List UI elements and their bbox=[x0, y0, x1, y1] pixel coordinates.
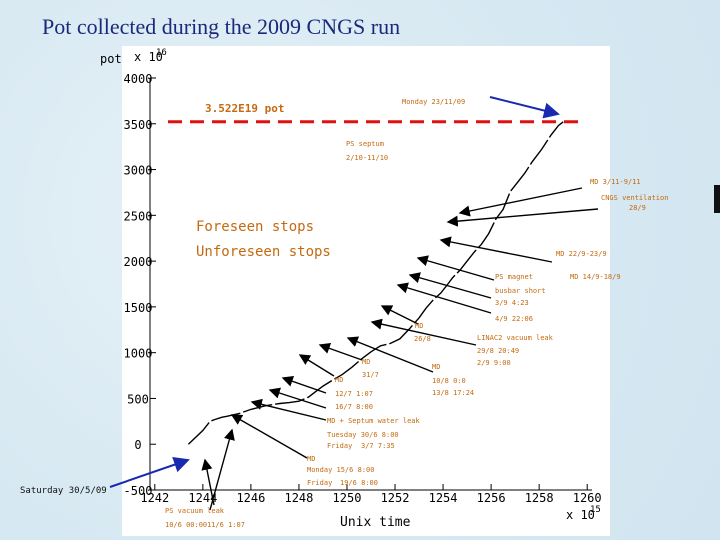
annotation-label: MD bbox=[362, 358, 370, 366]
legend-foreseen: Foreseen stops bbox=[196, 219, 314, 235]
y-exponent: 16 bbox=[156, 48, 167, 58]
x-tick-label: 1260 bbox=[573, 491, 602, 505]
annotation-label: MD 22/9-23/9 bbox=[556, 250, 607, 258]
annotation-label: 3/9 4:23 bbox=[495, 299, 529, 307]
x-tick-label: 1256 bbox=[477, 491, 506, 505]
annotation-label: MD bbox=[415, 322, 423, 330]
x-tick-label: 1242 bbox=[140, 491, 169, 505]
annotation-label: 3/7 7:35 bbox=[361, 442, 395, 450]
annotation-arrow bbox=[439, 236, 553, 263]
annotation-label: Monday 15/6 8:00 bbox=[307, 466, 374, 474]
x-exponent: 15 bbox=[590, 505, 601, 515]
annotation-arrow bbox=[281, 375, 327, 394]
x-tick-label: 1246 bbox=[236, 491, 265, 505]
annotation-label: 4/9 22:06 bbox=[495, 315, 533, 323]
annotation-label: MD bbox=[335, 376, 343, 384]
annotation-label: PS septum bbox=[346, 140, 384, 148]
annotation-arrow bbox=[380, 305, 419, 325]
annotation-arrow bbox=[209, 428, 235, 511]
annotation-label: PS magnet bbox=[495, 273, 533, 281]
annotation-arrow bbox=[416, 255, 495, 281]
legend-unforeseen: Unforeseen stops bbox=[196, 244, 331, 260]
target-arrow bbox=[489, 96, 560, 119]
annotation-label: 26/8 bbox=[414, 335, 431, 343]
edge-strip bbox=[714, 185, 720, 213]
annotation-label: MD bbox=[307, 455, 315, 463]
annotation-label: 10/8 0:0 bbox=[432, 377, 466, 385]
annotation-label: 2/10-11/10 bbox=[346, 154, 388, 162]
y-tick-label: 3500 bbox=[124, 118, 153, 132]
annotation-arrow bbox=[458, 187, 583, 217]
annotation-label: 2/9 9:00 bbox=[477, 359, 511, 367]
annotation-arrow bbox=[230, 414, 308, 459]
annotation-arrow bbox=[396, 282, 492, 314]
annotation-label: Monday 23/11/09 bbox=[402, 98, 465, 106]
x-tick-label: 1250 bbox=[333, 491, 362, 505]
annotation-arrow bbox=[346, 336, 434, 373]
annotation-label: Friday bbox=[327, 442, 352, 450]
plot-background bbox=[122, 46, 610, 536]
annotation-label: 13/8 17:24 bbox=[432, 389, 474, 397]
x-multiplier: x 10 bbox=[566, 508, 595, 522]
annotation-label: PS vacuum leak bbox=[165, 507, 225, 515]
annotation-label: Tuesday 30/6 8:00 bbox=[327, 431, 399, 439]
annotation-label: Friday bbox=[307, 479, 332, 487]
annotation-label: CNGS ventilation bbox=[601, 194, 668, 202]
y-tick-label: 3000 bbox=[124, 164, 153, 178]
y-tick-label: 1000 bbox=[124, 347, 153, 361]
y-tick-label: 2000 bbox=[124, 255, 153, 269]
y-tick-label: 0 bbox=[134, 438, 141, 452]
annotation-label: LINAC2 vacuum leak bbox=[477, 334, 554, 342]
target-label: 3.522E19 pot bbox=[205, 102, 284, 115]
annotation-arrow bbox=[318, 343, 363, 361]
annotation-label: MD + Septum water leak bbox=[327, 417, 421, 425]
y-tick-label: -500 bbox=[124, 484, 153, 498]
annotation-label: 16/7 8:00 bbox=[335, 403, 373, 411]
annotation-arrow bbox=[446, 208, 599, 227]
x-axis-label: Unix time bbox=[340, 515, 411, 530]
start-label: Saturday 30/5/09 bbox=[20, 486, 107, 496]
annotation-label: 28/9 bbox=[629, 204, 646, 212]
annotation-label: 12/7 1:07 bbox=[335, 390, 373, 398]
y-tick-label: 2500 bbox=[124, 209, 153, 223]
annotation-label: MD 14/9-18/9 bbox=[570, 273, 621, 281]
x-tick-label: 1248 bbox=[284, 491, 313, 505]
annotation-arrow bbox=[201, 458, 215, 506]
annotation-arrow bbox=[268, 387, 327, 409]
y-tick-label: 4000 bbox=[124, 72, 153, 86]
x-tick-label: 1254 bbox=[429, 491, 458, 505]
start-arrow bbox=[109, 457, 190, 488]
annotation-arrow bbox=[298, 354, 335, 377]
annotation-label: 19/6 8:00 bbox=[340, 479, 378, 487]
x-tick-label: 1252 bbox=[381, 491, 410, 505]
x-tick-label: 1258 bbox=[525, 491, 554, 505]
annotation-label: 31/7 bbox=[362, 371, 379, 379]
slide-title: Pot collected during the 2009 CNGS run bbox=[42, 14, 401, 39]
annotation-label: 11/6 1:07 bbox=[207, 521, 245, 529]
annotation-arrow bbox=[370, 318, 477, 346]
annotation-label: MD 3/11-9/11 bbox=[590, 178, 641, 186]
annotation-label: 29/8 20:49 bbox=[477, 347, 519, 355]
y-axis-label: pot bbox=[100, 52, 122, 66]
annotation-label: 10/6 00:00 bbox=[165, 521, 207, 529]
y-tick-label: 1500 bbox=[124, 301, 153, 315]
y-multiplier: x 10 bbox=[134, 50, 163, 64]
annotation-arrow bbox=[408, 272, 492, 299]
annotation-label: busbar short bbox=[495, 287, 546, 295]
annotation-label: MD bbox=[432, 363, 440, 371]
annotation-arrow bbox=[250, 398, 327, 421]
y-tick-label: 500 bbox=[127, 392, 149, 406]
x-tick-label: 1244 bbox=[188, 491, 217, 505]
